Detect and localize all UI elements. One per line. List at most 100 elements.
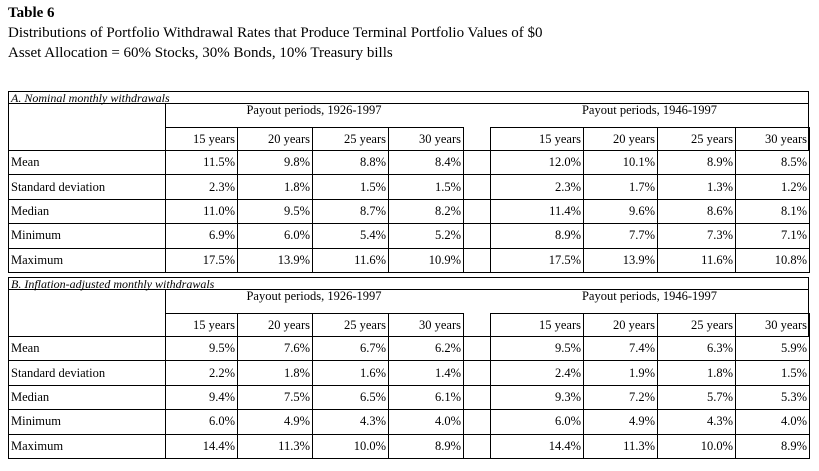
value-cell: 1.8% bbox=[657, 360, 736, 386]
value-cell: 9.3% bbox=[490, 384, 584, 411]
value-cell: 4.3% bbox=[657, 409, 736, 435]
value-cell: 11.6% bbox=[312, 247, 389, 273]
label-header bbox=[8, 103, 166, 151]
value-cell: 10.1% bbox=[583, 150, 658, 176]
value-cell: 6.0% bbox=[165, 409, 238, 435]
column-header: 30 years bbox=[388, 127, 464, 151]
value-cell: 8.1% bbox=[735, 198, 810, 225]
column-header: 20 years bbox=[237, 313, 313, 337]
value-cell: 10.0% bbox=[657, 433, 736, 459]
value-cell: 1.5% bbox=[388, 174, 464, 200]
value-cell: 11.0% bbox=[165, 198, 238, 225]
value-cell: 7.2% bbox=[583, 384, 658, 411]
group-header: Payout periods, 1926-1997 bbox=[246, 289, 382, 303]
value-cell: 6.3% bbox=[657, 336, 736, 362]
value-cell: 1.8% bbox=[237, 360, 313, 386]
value-cell: 14.4% bbox=[165, 433, 238, 459]
value-cell: 8.9% bbox=[657, 150, 736, 176]
value-cell: 8.9% bbox=[490, 223, 584, 249]
value-cell: 4.0% bbox=[388, 409, 464, 435]
value-cell: 1.5% bbox=[312, 174, 389, 200]
value-cell: 11.5% bbox=[165, 150, 238, 176]
value-cell: 13.9% bbox=[583, 247, 658, 273]
value-cell: 17.5% bbox=[490, 247, 584, 273]
group-header: Payout periods, 1926-1997 bbox=[246, 103, 382, 117]
value-cell: 6.0% bbox=[490, 409, 584, 435]
column-header: 30 years bbox=[388, 313, 464, 337]
row-label: Mean bbox=[8, 336, 166, 362]
value-cell: 1.7% bbox=[583, 174, 658, 200]
value-cell: 5.4% bbox=[312, 223, 389, 249]
column-header: 30 years bbox=[735, 313, 810, 337]
gap-cell bbox=[463, 360, 491, 386]
column-header: 15 years bbox=[490, 127, 584, 151]
value-cell: 9.8% bbox=[237, 150, 313, 176]
value-cell: 1.8% bbox=[237, 174, 313, 200]
column-header: 30 years bbox=[735, 127, 810, 151]
value-cell: 7.6% bbox=[237, 336, 313, 362]
value-cell: 6.7% bbox=[312, 336, 389, 362]
column-header: 25 years bbox=[312, 313, 389, 337]
value-cell: 6.2% bbox=[388, 336, 464, 362]
row-label: Median bbox=[8, 198, 166, 225]
value-cell: 1.3% bbox=[657, 174, 736, 200]
value-cell: 6.9% bbox=[165, 223, 238, 249]
value-cell: 9.4% bbox=[165, 384, 238, 411]
value-cell: 4.3% bbox=[312, 409, 389, 435]
value-cell: 1.4% bbox=[388, 360, 464, 386]
value-cell: 4.9% bbox=[583, 409, 658, 435]
group-header: Payout periods, 1946-1997 bbox=[581, 103, 718, 117]
value-cell: 9.5% bbox=[165, 336, 238, 362]
gap-cell bbox=[463, 384, 491, 411]
row-label: Maximum bbox=[8, 247, 166, 273]
gap-cell bbox=[463, 247, 491, 273]
column-header: 20 years bbox=[583, 127, 658, 151]
value-cell: 11.4% bbox=[490, 198, 584, 225]
row-label: Median bbox=[8, 384, 166, 411]
gap-cell bbox=[463, 174, 491, 200]
value-cell: 11.3% bbox=[237, 433, 313, 459]
value-cell: 10.9% bbox=[388, 247, 464, 273]
value-cell: 1.6% bbox=[312, 360, 389, 386]
column-header: 25 years bbox=[657, 127, 736, 151]
value-cell: 11.3% bbox=[583, 433, 658, 459]
section-caption: A. Nominal monthly withdrawals bbox=[8, 91, 809, 105]
value-cell: 10.0% bbox=[312, 433, 389, 459]
value-cell: 8.2% bbox=[388, 198, 464, 225]
gap-cell bbox=[463, 433, 491, 459]
subtitle: Distributions of Portfolio Withdrawal Ra… bbox=[8, 25, 543, 41]
row-label: Mean bbox=[8, 150, 166, 176]
value-cell: 11.6% bbox=[657, 247, 736, 273]
value-cell: 7.1% bbox=[735, 223, 810, 249]
column-header: 15 years bbox=[165, 313, 238, 337]
value-cell: 1.2% bbox=[735, 174, 810, 200]
value-cell: 1.9% bbox=[583, 360, 658, 386]
value-cell: 5.2% bbox=[388, 223, 464, 249]
row-label: Minimum bbox=[8, 409, 166, 435]
value-cell: 8.4% bbox=[388, 150, 464, 176]
gap-cell bbox=[463, 150, 491, 176]
value-cell: 4.9% bbox=[237, 409, 313, 435]
column-header: 20 years bbox=[583, 313, 658, 337]
value-cell: 8.9% bbox=[388, 433, 464, 459]
gap-cell bbox=[463, 336, 491, 362]
column-header: 15 years bbox=[165, 127, 238, 151]
value-cell: 7.3% bbox=[657, 223, 736, 249]
value-cell: 2.4% bbox=[490, 360, 584, 386]
gap-cell bbox=[463, 223, 491, 249]
value-cell: 5.7% bbox=[657, 384, 736, 411]
value-cell: 7.4% bbox=[583, 336, 658, 362]
value-cell: 6.1% bbox=[388, 384, 464, 411]
column-header: 25 years bbox=[312, 127, 389, 151]
value-cell: 1.5% bbox=[735, 360, 810, 386]
value-cell: 9.6% bbox=[583, 198, 658, 225]
value-cell: 6.0% bbox=[237, 223, 313, 249]
value-cell: 9.5% bbox=[237, 198, 313, 225]
gap-cell bbox=[463, 409, 491, 435]
label-header bbox=[8, 289, 166, 337]
column-header: 20 years bbox=[237, 127, 313, 151]
row-label: Standard deviation bbox=[8, 360, 166, 386]
value-cell: 5.3% bbox=[735, 384, 810, 411]
value-cell: 8.8% bbox=[312, 150, 389, 176]
